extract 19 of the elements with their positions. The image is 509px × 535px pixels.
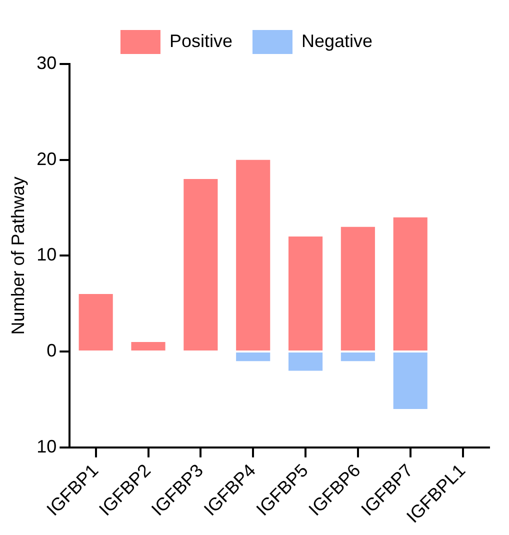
bar [393, 352, 428, 410]
bar [78, 294, 113, 351]
y-tick-label: 20 [36, 148, 57, 169]
bar [340, 352, 375, 362]
y-tick-label: 30 [36, 52, 57, 73]
bar [393, 217, 428, 351]
y-tick-label: 0 [46, 340, 57, 361]
legend-label: Positive [169, 30, 232, 51]
bar [288, 236, 323, 351]
bar [131, 342, 166, 351]
bar [288, 352, 323, 371]
y-tick-label: 10 [36, 436, 57, 456]
bar [340, 226, 375, 351]
y-axis-title: Number of Pathway [8, 176, 28, 335]
bar [236, 352, 270, 362]
bar [236, 160, 270, 351]
bar [184, 179, 218, 351]
legend-label: Negative [301, 30, 373, 51]
y-tick-label: 10 [36, 244, 57, 265]
